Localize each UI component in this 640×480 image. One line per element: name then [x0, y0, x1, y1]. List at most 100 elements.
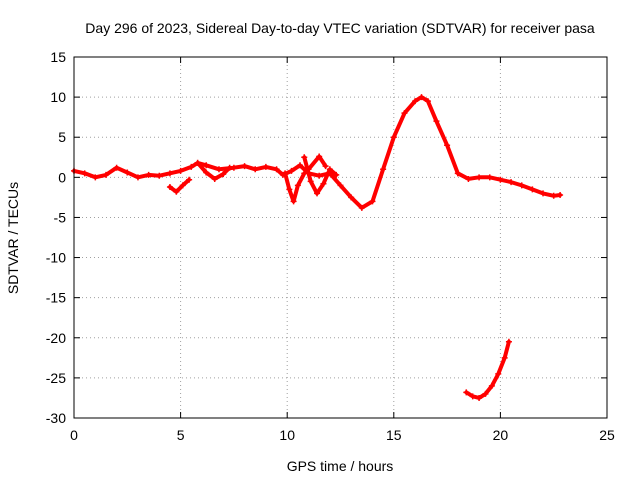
y-tick-label: -10 [46, 250, 66, 266]
data-point [316, 172, 323, 179]
data-point [505, 338, 512, 345]
y-tick-label: -20 [46, 330, 66, 346]
data-point [316, 153, 323, 160]
axis-ticks: 0 5 10 15 20 25 15 10 5 0 -5 -10 -15 -20 -25 -30 [46, 49, 615, 443]
data-point [348, 194, 355, 201]
y-tick-label: 15 [50, 49, 66, 65]
data-point [296, 162, 303, 169]
data-point [390, 134, 397, 141]
data-point [211, 175, 218, 182]
data-point [301, 154, 308, 161]
x-tick-label: 15 [386, 427, 402, 443]
data-point [81, 170, 88, 177]
x-tick-label: 25 [599, 427, 615, 443]
series-loop-6h [195, 160, 232, 181]
data-point [179, 182, 186, 189]
data-point [92, 174, 99, 181]
data-point [540, 190, 547, 197]
data-point [156, 172, 163, 179]
data-point [262, 163, 269, 170]
data-point [113, 164, 120, 171]
y-tick-label: -25 [46, 370, 66, 386]
x-tick-label: 0 [70, 427, 78, 443]
data-point [369, 198, 376, 205]
data-point [203, 169, 210, 176]
data-point [203, 162, 210, 169]
data-point [550, 192, 557, 199]
x-axis-label: GPS time / hours [287, 458, 394, 474]
data-point [418, 94, 425, 101]
data-point [166, 183, 173, 190]
data-point [290, 198, 297, 205]
data-point [482, 390, 489, 397]
data-point [177, 167, 184, 174]
series-bump-12h [306, 154, 328, 172]
data-point [145, 171, 152, 178]
chart-title: Day 296 of 2023, Sidereal Day-to-day VTE… [85, 20, 595, 36]
data-point [188, 163, 195, 170]
data-point [486, 174, 493, 181]
data-point [215, 166, 222, 173]
data-point [495, 370, 502, 377]
data-point [241, 163, 248, 170]
data-point [194, 159, 201, 166]
plot-frame [73, 56, 608, 419]
series-late-segment [464, 339, 511, 400]
data-point [166, 170, 173, 177]
data-point [454, 170, 461, 177]
data-point [476, 174, 483, 181]
data-point [134, 174, 141, 181]
data-point [433, 118, 440, 125]
data-point [333, 171, 340, 178]
data-point [220, 171, 227, 178]
x-tick-label: 10 [279, 427, 295, 443]
data-point [476, 394, 483, 401]
data-point [401, 110, 408, 117]
data-point [488, 382, 495, 389]
data-point [226, 164, 233, 171]
y-axis-label: SDTVAR / TECUs [5, 182, 21, 294]
data-point [305, 166, 312, 173]
series-dip-5h [167, 177, 192, 194]
data-point [294, 182, 301, 189]
data-point [518, 182, 525, 189]
data-point [282, 170, 289, 177]
grid-lines [74, 57, 607, 418]
data-point [337, 182, 344, 189]
data-point [173, 188, 180, 195]
x-tick-label: 20 [493, 427, 509, 443]
data-point [424, 98, 431, 105]
data-point [380, 166, 387, 173]
y-tick-label: 5 [58, 129, 66, 145]
data-point [301, 170, 308, 177]
data-point [273, 166, 280, 173]
data-point [444, 142, 451, 149]
data-point [102, 171, 109, 178]
y-tick-label: -30 [46, 410, 66, 426]
data-point [501, 354, 508, 361]
data-point [508, 179, 515, 186]
x-tick-label: 5 [177, 427, 185, 443]
data-point [286, 186, 293, 193]
data-point [529, 186, 536, 193]
y-tick-label: -5 [54, 209, 67, 225]
y-tick-label: 10 [50, 89, 66, 105]
data-point [288, 167, 295, 174]
data-point [557, 191, 564, 198]
data-point [497, 176, 504, 183]
series-loop-11h [302, 155, 339, 196]
data-point [412, 98, 419, 105]
data-point [307, 178, 314, 185]
data-point [326, 166, 333, 173]
data-point [358, 204, 365, 211]
data-point [124, 169, 131, 176]
data-point [322, 163, 329, 170]
data-point [463, 389, 470, 396]
data-point [465, 175, 472, 182]
y-tick-label: 0 [58, 169, 66, 185]
data-point [320, 180, 327, 187]
data-series [71, 94, 564, 401]
y-tick-label: -15 [46, 290, 66, 306]
data-point [469, 393, 476, 400]
